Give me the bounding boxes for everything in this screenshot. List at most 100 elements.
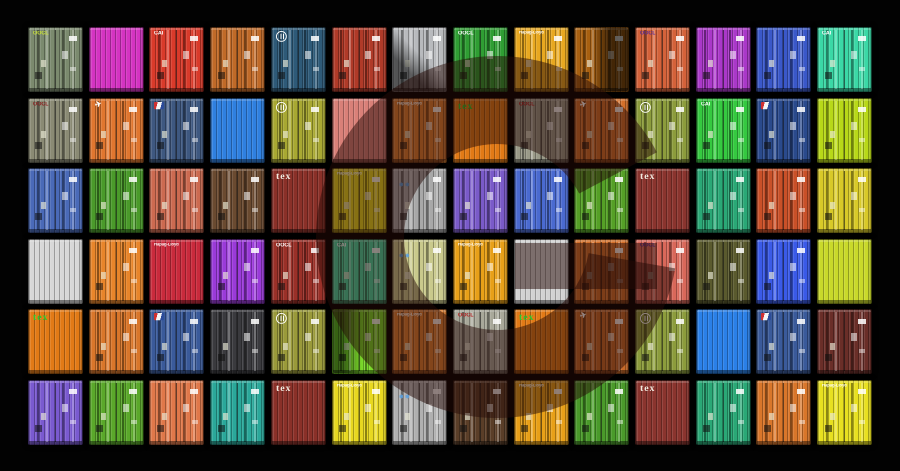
container-tile xyxy=(331,97,387,163)
container-tile xyxy=(513,238,569,304)
container-stickers xyxy=(818,310,872,374)
container-stickers xyxy=(332,169,386,233)
container-stickers xyxy=(89,169,143,233)
k-line-logo xyxy=(154,101,165,109)
container-tile: tex xyxy=(452,97,508,163)
container-tile xyxy=(756,97,812,163)
container-tile xyxy=(149,97,205,163)
container-stickers xyxy=(29,381,82,444)
container-stickers xyxy=(696,239,750,303)
lighting-shade xyxy=(575,28,629,91)
container-stickers xyxy=(514,98,568,162)
container-stickers xyxy=(29,28,82,91)
container-stickers xyxy=(393,310,447,374)
container-tile: Hapag-Lloyd xyxy=(817,380,873,445)
container-stickers xyxy=(757,28,811,91)
oocl-logo: OOCL xyxy=(518,101,535,107)
container-tile xyxy=(452,168,508,234)
container-tile: ✈ xyxy=(574,97,630,163)
container-stickers xyxy=(332,239,386,303)
container-stickers xyxy=(757,169,811,233)
hapag-lloyd-logo: Hapag-Lloyd xyxy=(397,313,422,318)
cai-logo: CAI xyxy=(700,101,710,107)
container-stickers xyxy=(393,169,447,233)
container-stickers xyxy=(818,98,872,162)
container-tile: CAI xyxy=(149,27,205,92)
container-stickers xyxy=(453,381,507,444)
container-stickers xyxy=(89,381,143,444)
container-tile xyxy=(88,380,144,445)
hapag-lloyd-logo: Hapag-Lloyd xyxy=(397,101,422,106)
container-tile: CAI xyxy=(695,97,751,163)
container-tile: Hapag-Lloyd xyxy=(513,27,569,92)
container-stickers xyxy=(757,310,811,374)
container-tile xyxy=(149,168,205,234)
container-tile xyxy=(695,238,751,304)
container-stickers xyxy=(575,381,629,444)
container-tile: OOCL xyxy=(452,27,508,92)
container-stickers xyxy=(89,239,143,303)
k-line-logo xyxy=(761,101,772,109)
container-tile xyxy=(149,309,205,375)
container-stickers xyxy=(332,28,386,91)
container-tile xyxy=(210,27,266,92)
container-tile: ❄ ❄ xyxy=(392,168,448,234)
k-line-logo xyxy=(761,313,772,321)
container-tile xyxy=(635,309,690,375)
tex-logo: tex xyxy=(275,171,292,183)
container-tile: tex xyxy=(635,380,690,445)
container-tile: Hapag-Lloyd xyxy=(513,380,569,445)
container-stickers xyxy=(514,28,568,91)
container-stickers xyxy=(271,239,325,303)
container-tile: ❄ ❄ xyxy=(392,380,448,445)
container-tile: OOCL xyxy=(28,27,83,92)
container-tile xyxy=(695,309,751,375)
container-stickers xyxy=(29,169,82,233)
container-tile: Hapag-Lloyd xyxy=(392,309,448,375)
container-tile: OOCL xyxy=(28,97,83,163)
container-tile xyxy=(817,97,873,163)
container-tile xyxy=(756,238,812,304)
container-tile: Hapag-Lloyd xyxy=(331,380,387,445)
container-stickers xyxy=(696,28,750,91)
container-tile xyxy=(574,238,630,304)
container-stickers xyxy=(818,28,872,91)
container-tile xyxy=(695,27,751,92)
container-tile xyxy=(28,238,83,304)
container-tile xyxy=(452,380,508,445)
container-tile xyxy=(210,380,266,445)
container-tile xyxy=(270,97,326,163)
container-stickers xyxy=(453,239,507,303)
lighting-shade xyxy=(332,310,386,374)
hapag-lloyd-logo: Hapag-Lloyd xyxy=(822,384,847,389)
container-stickers xyxy=(636,28,689,91)
snowflake-stickers: ❄ ❄ xyxy=(399,253,410,260)
container-tile: ✈ xyxy=(88,97,144,163)
container-tile xyxy=(88,168,144,234)
container-stickers xyxy=(150,310,204,374)
container-tile: OOCL xyxy=(635,238,690,304)
container-tile: ✈ xyxy=(574,309,630,375)
container-stickers xyxy=(453,28,507,91)
tex-logo: tex xyxy=(457,100,474,112)
tex-logo: tex xyxy=(640,171,656,183)
container-tile xyxy=(756,309,812,375)
circle-logo xyxy=(640,101,651,113)
container-tile: ❄ ❄ xyxy=(392,238,448,304)
container-stickers xyxy=(575,169,629,233)
container-tile xyxy=(28,168,83,234)
container-stickers xyxy=(89,98,143,162)
container-tile: tex xyxy=(270,168,326,234)
hapag-lloyd-logo: Hapag-Lloyd xyxy=(457,242,483,247)
container-tile xyxy=(695,380,751,445)
container-stickers xyxy=(575,239,629,303)
container-tile xyxy=(210,97,266,163)
container-tile: tex xyxy=(635,168,690,234)
container-stickers xyxy=(332,381,386,444)
container-stickers xyxy=(696,381,750,444)
container-tile xyxy=(210,309,266,375)
container-tile xyxy=(574,168,630,234)
oocl-logo: OOCL xyxy=(640,242,656,249)
container-stickers xyxy=(393,98,447,162)
